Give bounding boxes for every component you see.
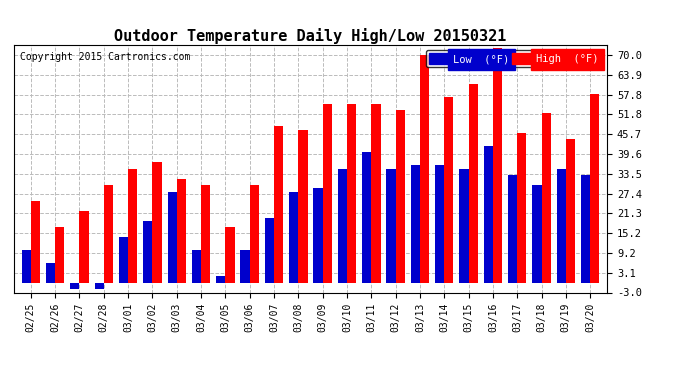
Bar — [298, 130, 308, 283]
Bar — [31, 201, 40, 283]
Bar — [119, 237, 128, 283]
Bar — [323, 104, 332, 283]
Bar — [362, 153, 371, 283]
Bar — [557, 169, 566, 283]
Bar — [532, 185, 542, 283]
Bar — [411, 165, 420, 283]
Bar — [128, 169, 137, 283]
Bar — [55, 227, 64, 283]
Bar — [469, 84, 477, 283]
Bar — [274, 126, 284, 283]
Bar — [95, 283, 103, 289]
Legend: Low  (°F), High  (°F): Low (°F), High (°F) — [426, 50, 602, 68]
Bar — [566, 140, 575, 283]
Bar — [484, 146, 493, 283]
Bar — [240, 250, 250, 283]
Bar — [144, 221, 152, 283]
Bar — [435, 165, 444, 283]
Bar — [337, 169, 347, 283]
Bar — [168, 192, 177, 283]
Bar — [444, 97, 453, 283]
Bar — [371, 104, 381, 283]
Bar — [250, 185, 259, 283]
Bar — [493, 48, 502, 283]
Bar — [420, 55, 429, 283]
Bar — [265, 217, 274, 283]
Bar — [289, 192, 298, 283]
Bar — [152, 162, 161, 283]
Bar — [518, 133, 526, 283]
Bar — [192, 250, 201, 283]
Bar — [201, 185, 210, 283]
Bar — [542, 113, 551, 283]
Title: Outdoor Temperature Daily High/Low 20150321: Outdoor Temperature Daily High/Low 20150… — [115, 28, 506, 44]
Bar — [313, 188, 323, 283]
Bar — [386, 169, 395, 283]
Bar — [70, 283, 79, 289]
Bar — [395, 110, 405, 283]
Bar — [216, 276, 226, 283]
Bar — [581, 175, 590, 283]
Bar — [460, 169, 469, 283]
Bar — [46, 263, 55, 283]
Bar — [177, 178, 186, 283]
Bar — [347, 104, 356, 283]
Bar — [21, 250, 31, 283]
Bar — [590, 94, 600, 283]
Bar — [226, 227, 235, 283]
Text: Copyright 2015 Cartronics.com: Copyright 2015 Cartronics.com — [20, 53, 190, 62]
Bar — [79, 211, 89, 283]
Bar — [104, 185, 113, 283]
Bar — [508, 175, 518, 283]
